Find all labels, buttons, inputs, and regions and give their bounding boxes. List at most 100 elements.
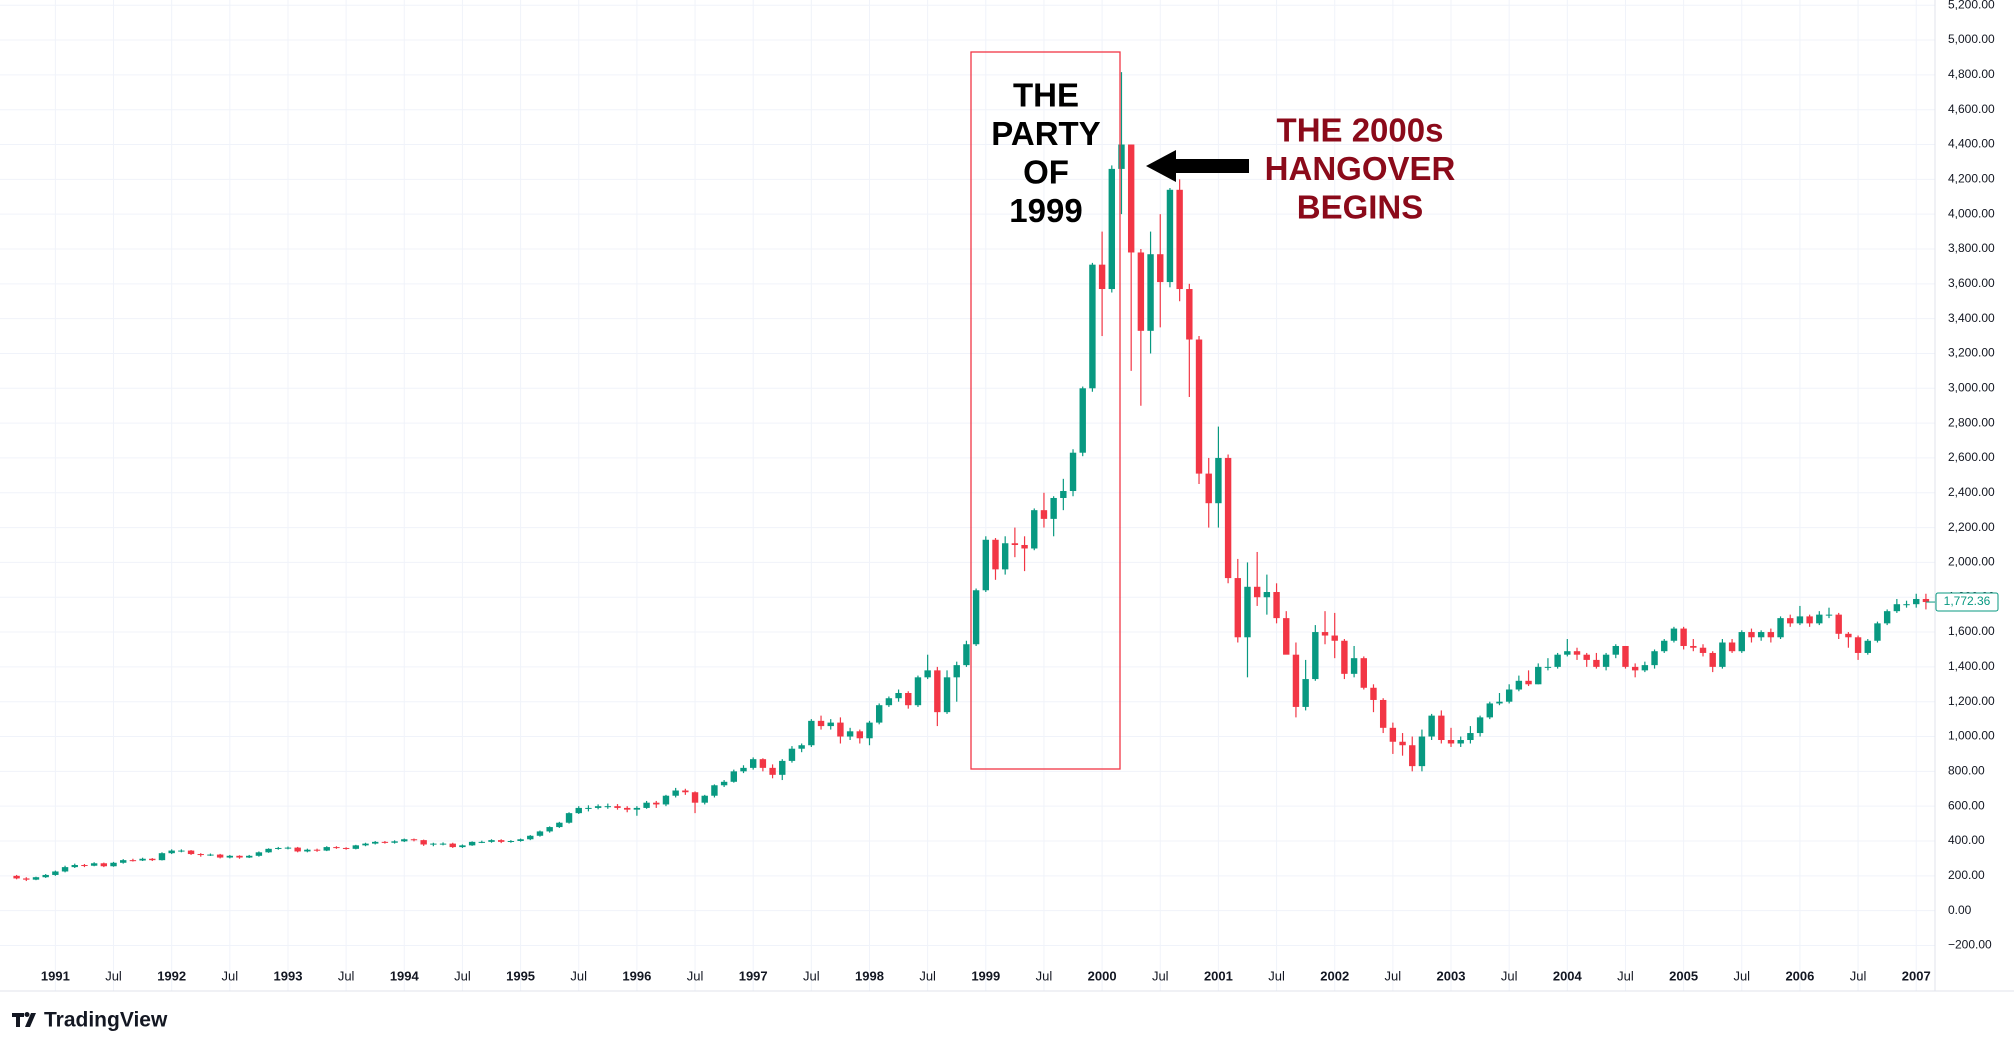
logo-icon bbox=[12, 1012, 36, 1027]
candle-body bbox=[294, 847, 301, 852]
candle-body bbox=[168, 850, 175, 854]
x-tick-label: Jul bbox=[1501, 968, 1518, 983]
candle-body bbox=[90, 863, 98, 866]
candle-body bbox=[1505, 689, 1513, 702]
candle-body bbox=[1467, 733, 1474, 741]
candle-body bbox=[1409, 745, 1416, 767]
candle-body bbox=[333, 847, 340, 849]
candle-body bbox=[207, 854, 214, 856]
x-tick-label: 1993 bbox=[274, 968, 303, 983]
x-tick-label: 1999 bbox=[971, 968, 1000, 983]
arrow-annotation: BEGINS bbox=[1297, 189, 1424, 226]
y-tick-label: 4,600.00 bbox=[1948, 102, 1995, 116]
candle-body bbox=[895, 692, 902, 699]
candle-body bbox=[1234, 578, 1241, 638]
candle-body bbox=[1641, 665, 1649, 671]
candle-body bbox=[827, 722, 834, 727]
y-tick-label: −200.00 bbox=[1948, 938, 1992, 952]
candle-body bbox=[701, 795, 708, 803]
candle-body bbox=[885, 698, 893, 706]
y-tick-label: 3,400.00 bbox=[1948, 311, 1995, 325]
candle-body bbox=[817, 720, 825, 727]
candle-body bbox=[1069, 452, 1077, 492]
candle-body bbox=[32, 877, 40, 880]
y-tick-label: 1,200.00 bbox=[1948, 694, 1995, 708]
candle-body bbox=[255, 852, 263, 856]
candle-body bbox=[972, 590, 980, 645]
y-tick-label: 1,600.00 bbox=[1948, 624, 1995, 638]
y-tick-label: 1,400.00 bbox=[1948, 659, 1995, 673]
candle-body bbox=[1438, 715, 1445, 741]
candle-body bbox=[158, 853, 166, 861]
candle-body bbox=[604, 806, 612, 808]
x-tick-label: 2000 bbox=[1088, 968, 1117, 983]
candle-body bbox=[691, 792, 699, 803]
y-tick-label: 3,200.00 bbox=[1948, 346, 1995, 360]
annotation-box bbox=[970, 51, 1121, 770]
candle-body bbox=[1457, 740, 1464, 744]
x-tick-label: Jul bbox=[919, 968, 936, 983]
candle-body bbox=[178, 850, 185, 852]
candle-body bbox=[575, 807, 582, 814]
candle-body bbox=[197, 854, 204, 856]
candle-body bbox=[1796, 616, 1804, 624]
candle-body bbox=[100, 863, 108, 867]
candle-body bbox=[866, 722, 873, 739]
candle-body bbox=[362, 843, 369, 846]
candle-body bbox=[1486, 703, 1493, 718]
x-tick-label: 1997 bbox=[739, 968, 768, 983]
y-tick-label: 2,800.00 bbox=[1948, 415, 1995, 429]
y-tick-label: 4,400.00 bbox=[1948, 137, 1995, 151]
candle-body bbox=[61, 867, 69, 872]
y-tick-label: 3,800.00 bbox=[1948, 241, 1995, 255]
candle-body bbox=[1883, 611, 1891, 624]
candle-body bbox=[1651, 651, 1658, 666]
x-tick-label: Jul bbox=[687, 968, 704, 983]
candle-body bbox=[556, 822, 563, 828]
candle-body bbox=[1787, 618, 1794, 624]
candle-body bbox=[1205, 473, 1212, 504]
candle-body bbox=[1283, 618, 1290, 655]
candle-body bbox=[410, 839, 418, 841]
candle-body bbox=[1050, 497, 1057, 519]
candle-body bbox=[1263, 592, 1271, 598]
candle-body bbox=[1709, 652, 1716, 667]
candle-body bbox=[129, 860, 137, 862]
candle-body bbox=[1089, 264, 1096, 389]
x-tick-label: Jul bbox=[1733, 968, 1750, 983]
y-tick-label: 2,400.00 bbox=[1948, 485, 1995, 499]
logo: TradingView bbox=[12, 1009, 168, 1032]
x-tick-label: Jul bbox=[1385, 968, 1402, 983]
candle-body bbox=[1273, 592, 1280, 619]
x-tick-label: Jul bbox=[338, 968, 355, 983]
candle-body bbox=[1835, 614, 1842, 634]
candle-body bbox=[1476, 717, 1484, 734]
candle-body bbox=[1680, 628, 1687, 646]
candle-body bbox=[1379, 699, 1387, 728]
last-price-box bbox=[1935, 592, 1999, 612]
candle-body bbox=[1253, 586, 1261, 598]
x-tick-label: 2001 bbox=[1204, 968, 1233, 983]
candle-body bbox=[1922, 598, 1930, 603]
candle-body bbox=[934, 670, 941, 713]
candle-body bbox=[1554, 654, 1561, 667]
candle-body bbox=[1040, 510, 1048, 519]
candle-body bbox=[875, 705, 883, 723]
candle-body bbox=[236, 855, 243, 858]
candle-body bbox=[1573, 651, 1581, 655]
x-tick-label: Jul bbox=[222, 968, 239, 983]
candle-body bbox=[71, 865, 78, 868]
candle-body bbox=[1845, 633, 1852, 638]
candle-body bbox=[1699, 647, 1707, 653]
x-tick-label: Jul bbox=[1268, 968, 1285, 983]
candle-body bbox=[1098, 264, 1106, 290]
x-tick-label: 1996 bbox=[622, 968, 651, 983]
candle-body bbox=[42, 874, 49, 878]
x-tick-label: Jul bbox=[1850, 968, 1867, 983]
candle-body bbox=[1767, 632, 1775, 638]
candle-body bbox=[468, 841, 476, 846]
candle-body bbox=[110, 862, 117, 867]
last-price-label: 1,772.36 bbox=[1944, 594, 1991, 608]
candle-body bbox=[905, 692, 912, 706]
